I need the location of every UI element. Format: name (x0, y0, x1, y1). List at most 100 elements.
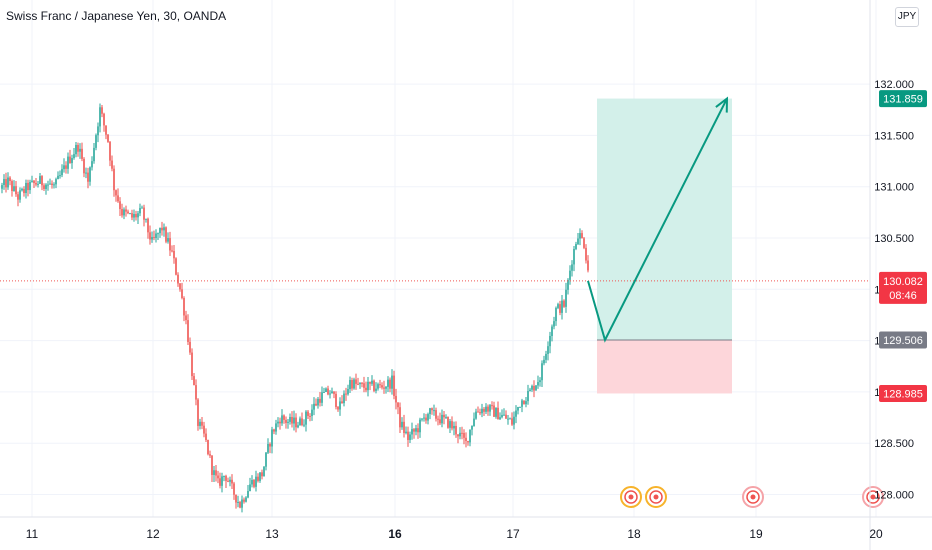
last-price-label-bg (879, 271, 927, 304)
candle-body (151, 237, 153, 240)
candle-body (303, 424, 305, 426)
candle-body (3, 179, 5, 186)
price-axis[interactable]: 128.000128.500129.000129.500130.000130.5… (869, 0, 927, 550)
candle-body (365, 387, 367, 391)
candle-body (15, 186, 17, 195)
entry-price-label: 129.506 (883, 335, 923, 347)
price-tick-label: 130.500 (874, 233, 914, 245)
candle-body (265, 452, 267, 467)
candle-body (293, 417, 295, 424)
candle-body (351, 380, 353, 389)
candle-body (165, 227, 167, 242)
candle-body (459, 432, 461, 437)
candle-body (375, 388, 377, 391)
candle-body (235, 494, 237, 503)
candle-body (455, 425, 457, 435)
candle-body (103, 113, 105, 126)
candle-body (33, 180, 35, 184)
candle-body (357, 383, 359, 385)
candle-body (515, 410, 517, 417)
candle-body (359, 382, 361, 385)
candle-body (149, 232, 151, 240)
candle-body (537, 382, 539, 386)
candle-body (477, 411, 479, 413)
candle-body (55, 179, 57, 185)
candle-body (77, 144, 79, 152)
candle-body (507, 418, 509, 420)
candle-body (529, 389, 531, 392)
candle-body (255, 476, 257, 487)
candle-body (471, 426, 473, 430)
candle-body (219, 478, 221, 486)
candle-body (561, 300, 563, 313)
candle-body (487, 406, 489, 412)
candle-body (443, 414, 445, 418)
time-tick-label: 18 (627, 527, 641, 541)
candle-body (147, 218, 149, 233)
candle-body (367, 381, 369, 391)
candle-body (469, 429, 471, 443)
target-zone (597, 98, 732, 340)
event-marker-ring (624, 490, 638, 504)
candle-body (261, 472, 263, 477)
candle-body (449, 421, 451, 428)
candle-body (43, 185, 45, 190)
candle-body (121, 209, 123, 216)
candle-body (439, 419, 441, 424)
candle-body (213, 470, 215, 475)
candle-body (541, 363, 543, 381)
projection-arrow (587, 98, 728, 343)
candle-body (549, 335, 551, 347)
candle-body (427, 414, 429, 421)
candle-body (585, 247, 587, 261)
long-position-tool[interactable] (597, 98, 732, 394)
candle-body (63, 165, 65, 170)
candle-body (111, 160, 113, 169)
grid-lines (0, 0, 877, 517)
overlays (0, 96, 870, 343)
candle-body (29, 181, 31, 191)
candle-body (385, 386, 387, 389)
price-tick-label: 128.000 (874, 490, 914, 502)
candle-body (335, 393, 337, 407)
candle-body (185, 315, 187, 321)
candle-body (263, 466, 265, 477)
candle-body (125, 209, 127, 212)
candle-body (407, 431, 409, 440)
currency-badge[interactable]: JPY (895, 7, 919, 27)
candle-body (97, 126, 99, 136)
candle-body (431, 408, 433, 411)
candle-body (247, 491, 249, 498)
candle-body (51, 183, 53, 186)
candle-body (383, 387, 385, 389)
event-marker-ring (649, 490, 663, 504)
candle-body (137, 213, 139, 218)
candle-body (5, 179, 7, 188)
candle-body (171, 250, 173, 252)
candle-body (209, 454, 211, 456)
candle-body (139, 208, 141, 214)
candle-body (377, 384, 379, 389)
candle-body (217, 475, 219, 479)
candle-body (253, 480, 255, 487)
candle-body (429, 408, 431, 415)
candle-body (405, 431, 407, 433)
candle-body (199, 421, 201, 426)
event-markers[interactable] (620, 486, 884, 508)
candle-body (573, 248, 575, 265)
candle-body (65, 165, 67, 169)
candle-body (411, 429, 413, 435)
candle-body (177, 274, 179, 284)
candle-body (461, 432, 463, 434)
candle-body (329, 393, 331, 395)
candle-body (311, 409, 313, 417)
time-tick-label: 19 (749, 527, 763, 541)
candle-body (513, 416, 515, 425)
candle-body (155, 233, 157, 238)
candle-body (49, 183, 51, 185)
candle-body (161, 227, 163, 231)
candle-body (495, 407, 497, 417)
candle-body (285, 419, 287, 423)
time-axis[interactable]: 11 12 13 16 17 18 19 20 (0, 516, 932, 541)
